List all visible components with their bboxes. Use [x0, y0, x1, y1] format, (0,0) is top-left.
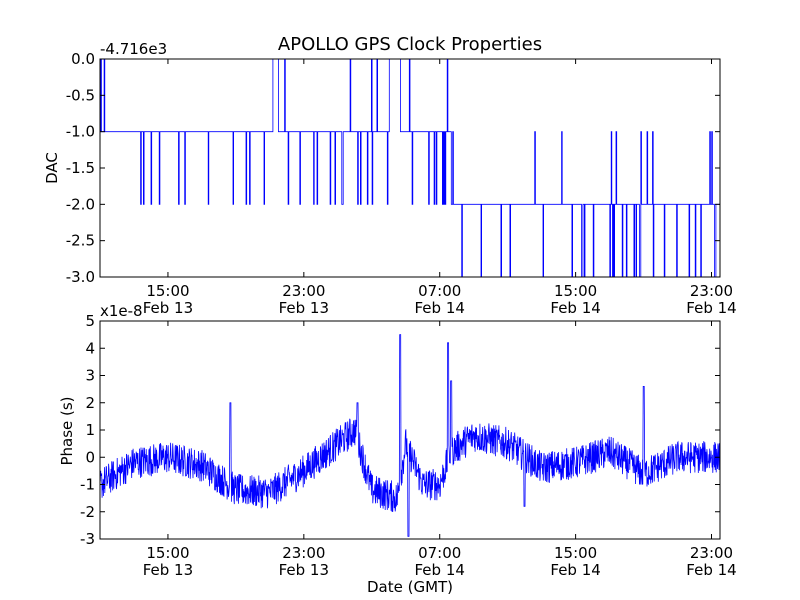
top-y-axis-label: DAC — [43, 152, 61, 184]
y-tick-label: -2 — [80, 503, 95, 521]
y-tick-label: 1 — [85, 421, 95, 439]
x-tick-date-label: Feb 14 — [686, 299, 736, 317]
y-tick-label: 4 — [85, 339, 95, 357]
x-tick-time-label: 23:00 — [690, 282, 733, 300]
x-tick-date-label: Feb 14 — [415, 299, 465, 317]
y-tick-label: 2 — [85, 394, 95, 412]
y-tick-label: -0.5 — [66, 86, 95, 104]
x-tick-date-label: Feb 14 — [550, 299, 600, 317]
x-tick-time-label: 15:00 — [146, 282, 189, 300]
y-tick-label: 3 — [85, 367, 95, 385]
x-tick-time-label: 23:00 — [282, 544, 325, 562]
chart-title: APOLLO GPS Clock Properties — [278, 34, 542, 55]
x-tick-time-label: 23:00 — [282, 282, 325, 300]
y-tick-label: -1 — [80, 476, 95, 494]
x-tick-time-label: 07:00 — [418, 282, 461, 300]
top-offset-label: -4.716e3 — [100, 40, 167, 58]
x-axis-label: Date (GMT) — [367, 578, 453, 596]
y-tick-label: 5 — [85, 312, 95, 330]
x-tick-date-label: Feb 13 — [143, 561, 193, 579]
y-tick-label: -3.0 — [66, 268, 95, 286]
x-tick-date-label: Feb 14 — [550, 561, 600, 579]
y-tick-label: -1.5 — [66, 159, 95, 177]
phase-series-line — [99, 334, 721, 537]
y-tick-label: -2.0 — [66, 195, 95, 213]
x-tick-date-label: Feb 14 — [686, 561, 736, 579]
y-tick-label: -3 — [80, 530, 95, 548]
x-tick-date-label: Feb 13 — [143, 299, 193, 317]
x-tick-time-label: 23:00 — [690, 544, 733, 562]
y-tick-label: 0.0 — [71, 50, 95, 68]
x-tick-time-label: 15:00 — [554, 282, 597, 300]
x-tick-date-label: Feb 13 — [279, 561, 329, 579]
x-tick-time-label: 07:00 — [418, 544, 461, 562]
y-tick-label: -1.0 — [66, 123, 95, 141]
x-tick-date-label: Feb 13 — [279, 299, 329, 317]
phase-y-ticks: -3 -2 -1 0 1 2 3 4 5 — [80, 312, 720, 548]
x-tick-date-label: Feb 14 — [415, 561, 465, 579]
bottom-y-axis-label: Phase (s) — [58, 396, 76, 465]
dac-y-ticks: -3.0 -2.5 -2.0 -1.5 -1.0 -0.5 0.0 — [66, 50, 720, 286]
y-tick-label: 0 — [85, 448, 95, 466]
y-tick-label: -2.5 — [66, 232, 95, 250]
x-tick-time-label: 15:00 — [146, 544, 189, 562]
dac-series-line — [100, 58, 720, 278]
x-tick-time-label: 15:00 — [554, 544, 597, 562]
bottom-offset-label: x1e-8 — [100, 302, 143, 320]
